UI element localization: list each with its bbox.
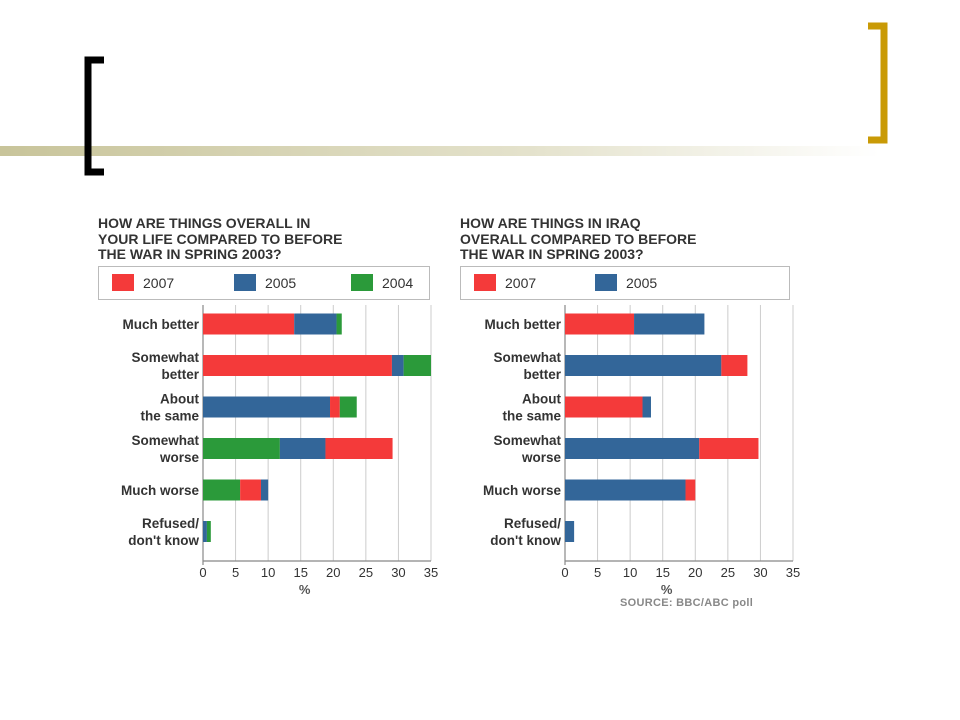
horizontal-rule bbox=[0, 146, 880, 156]
x-tick-label: 0 bbox=[561, 565, 568, 580]
slide-decoration bbox=[0, 22, 888, 176]
legend-label: 2004 bbox=[382, 274, 414, 291]
bar-2007-much-better bbox=[203, 313, 295, 335]
x-tick-label: 35 bbox=[786, 565, 800, 580]
bar-2005-much-better bbox=[634, 313, 705, 335]
x-axis-label: % bbox=[299, 582, 311, 597]
bar-chart-plot: Much better Somewhat better About the same So… bbox=[483, 305, 800, 597]
category-label: About the same bbox=[140, 392, 199, 424]
chart-title: HOW ARE THINGS IN IRAQ OVERALL COMPARED … bbox=[460, 215, 697, 262]
category-label: Refused/don't know bbox=[128, 516, 199, 548]
legend-item-2007: 2007 bbox=[112, 274, 174, 291]
bar-2004-refused-don-t-know bbox=[206, 521, 211, 542]
x-tick-label: 35 bbox=[424, 565, 438, 580]
x-tick-label: 25 bbox=[359, 565, 373, 580]
x-tick-label: 0 bbox=[199, 565, 206, 580]
bar-2007-somewhat-better bbox=[721, 355, 748, 376]
category-label: About the same bbox=[502, 392, 561, 424]
left-bracket bbox=[84, 56, 104, 176]
bar-2005-much-worse bbox=[260, 479, 269, 501]
x-tick-label: 20 bbox=[326, 565, 340, 580]
bar-2007-somewhat-better bbox=[203, 355, 392, 376]
chart-title: HOW ARE THINGS OVERALL IN YOUR LIFE COMP… bbox=[98, 215, 343, 262]
x-axis-label: % bbox=[661, 582, 673, 597]
x-tick-label: 10 bbox=[623, 565, 637, 580]
x-tick-label: 30 bbox=[753, 565, 767, 580]
legend-label: 2007 bbox=[505, 274, 537, 291]
bar-2005-somewhat-better bbox=[565, 355, 722, 376]
bar-2007-about-the-same bbox=[330, 396, 340, 418]
bar-2005-much-better bbox=[294, 313, 337, 335]
category-label: Much worse bbox=[121, 483, 200, 498]
x-tick-label: 20 bbox=[688, 565, 702, 580]
x-tick-label: 15 bbox=[293, 565, 307, 580]
category-label: Somewhat better bbox=[493, 350, 561, 382]
bar-2005-refused-don-t-know bbox=[203, 521, 207, 542]
bar-2005-refused-don-t-know bbox=[565, 521, 575, 542]
bar-2004-somewhat-better bbox=[403, 355, 431, 376]
legend-swatch-2004 bbox=[351, 274, 373, 291]
category-label: Much better bbox=[484, 317, 561, 332]
bar-2004-somewhat-worse bbox=[203, 438, 280, 459]
x-tick-label: 30 bbox=[391, 565, 405, 580]
bar-2007-somewhat-worse bbox=[699, 438, 759, 459]
x-tick-label: 5 bbox=[232, 565, 239, 580]
source-note: SOURCE: BBC/ABC poll bbox=[620, 597, 754, 609]
x-tick-label: 5 bbox=[594, 565, 601, 580]
legend-item-2007: 2007 bbox=[474, 274, 536, 291]
bar-2005-about-the-same bbox=[203, 396, 331, 418]
bar-chart-plot: Much better Somewhat better About the same So… bbox=[121, 305, 438, 597]
category-label: Much better bbox=[122, 317, 199, 332]
legend-item-2005: 2005 bbox=[595, 274, 657, 291]
bar-2007-much-worse bbox=[240, 479, 261, 501]
x-tick-label: 10 bbox=[261, 565, 275, 580]
x-tick-label: 15 bbox=[655, 565, 669, 580]
chart-life-overall: HOW ARE THINGS OVERALL IN YOUR LIFE COMP… bbox=[96, 214, 438, 614]
legend-label: 2005 bbox=[626, 274, 658, 291]
legend: 2007 2005 bbox=[460, 266, 790, 300]
bar-2007-much-better bbox=[565, 313, 635, 335]
legend: 2007 2005 2004 bbox=[98, 266, 430, 300]
bar-2004-much-better bbox=[336, 313, 342, 335]
bar-2005-somewhat-worse bbox=[279, 438, 326, 459]
category-label: Refused/don't know bbox=[490, 516, 561, 548]
legend-label: 2007 bbox=[143, 274, 175, 291]
bar-2004-much-worse bbox=[203, 479, 241, 501]
bar-2007-much-worse bbox=[685, 479, 696, 501]
category-label: Much worse bbox=[483, 483, 562, 498]
legend-swatch-2007 bbox=[112, 274, 134, 291]
legend-label: 2005 bbox=[265, 274, 297, 291]
right-bracket bbox=[868, 22, 888, 144]
bar-2007-about-the-same bbox=[565, 396, 643, 418]
chart-iraq-overall: HOW ARE THINGS IN IRAQ OVERALL COMPARED … bbox=[458, 214, 800, 614]
category-label: Somewhat worse bbox=[493, 433, 561, 465]
category-label: Somewhat worse bbox=[131, 433, 199, 465]
x-tick-label: 25 bbox=[721, 565, 735, 580]
bar-2004-about-the-same bbox=[339, 396, 357, 418]
bar-2005-somewhat-better bbox=[391, 355, 404, 376]
bar-2007-somewhat-worse bbox=[325, 438, 393, 459]
legend-swatch-2007 bbox=[474, 274, 496, 291]
bar-2005-about-the-same bbox=[642, 396, 651, 418]
bar-2005-much-worse bbox=[565, 479, 686, 501]
legend-item-2004: 2004 bbox=[351, 274, 413, 291]
bar-2005-somewhat-worse bbox=[565, 438, 700, 459]
legend-item-2005: 2005 bbox=[234, 274, 296, 291]
legend-swatch-2005 bbox=[595, 274, 617, 291]
legend-swatch-2005 bbox=[234, 274, 256, 291]
category-label: Somewhat better bbox=[131, 350, 199, 382]
